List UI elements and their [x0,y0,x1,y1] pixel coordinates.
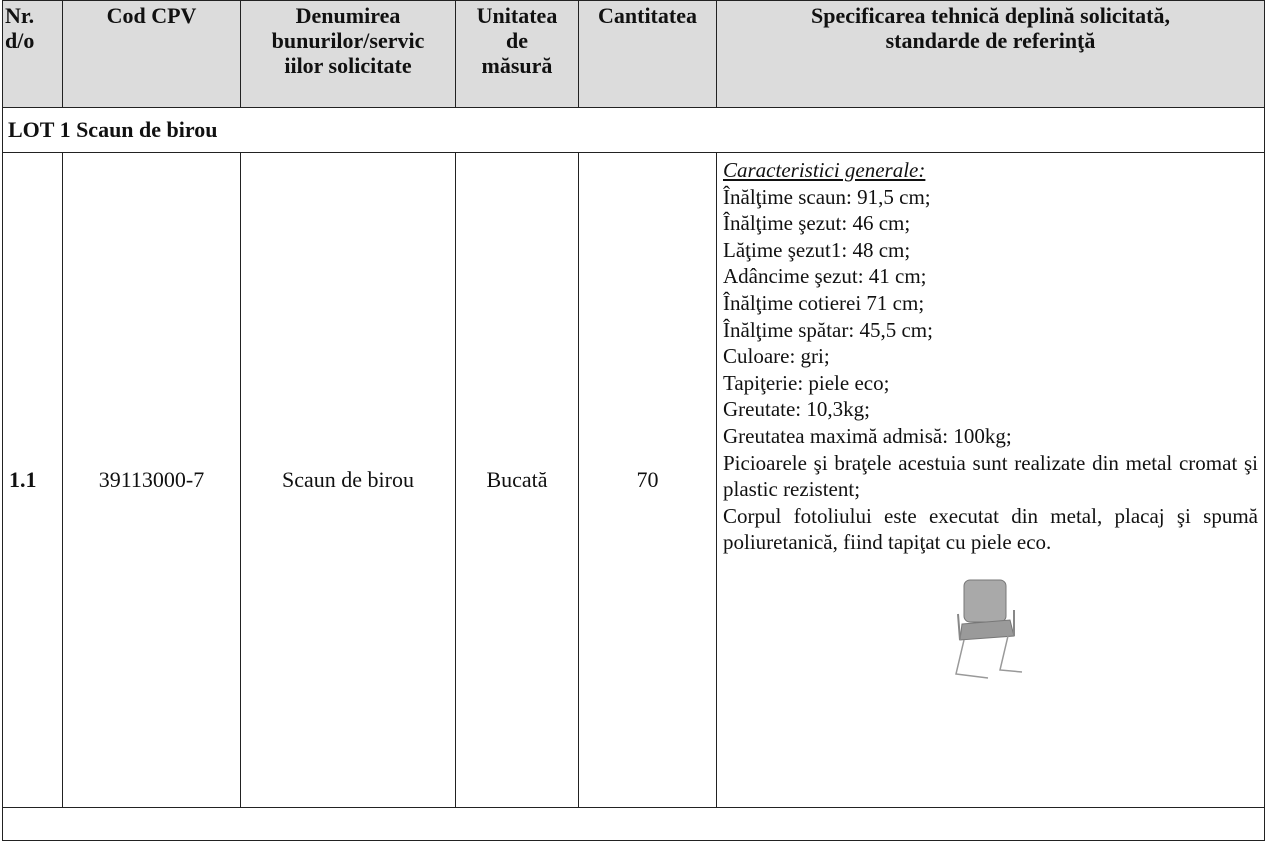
cpv-code: 39113000-7 [62,152,241,808]
header-text: Specificarea tehnică deplină solicitată, [811,3,1170,28]
footer-text [2,807,1265,841]
header-text: Denumirea [295,3,401,28]
spec-line: Înălţime cotierei 71 cm; [723,290,925,315]
spec-line: Corpul fotoliului este executat din meta… [723,503,1258,555]
header-cell: Nr. d/o [2,0,63,108]
spec-line: Înălţime spătar: 45,5 cm; [723,317,933,342]
header-row: Nr. d/o Cod CPV Denumirea bunurilor/servic… [2,0,1265,108]
item-row: 1.1 39113000-7 Scaun de birou Bucată 70 … [2,152,1265,808]
header-text: măsură [481,53,553,78]
chair-image [955,579,1023,679]
spec-line: Înălţime scaun: 91,5 cm; [723,184,931,209]
unit: Bucată [455,152,579,808]
header-text: iilor solicitate [284,53,412,78]
header-text: Cod CPV [106,3,197,28]
spec-line: Picioarele şi braţele acestuia sunt real… [723,450,1258,502]
header-text: standarde de referinţă [885,28,1096,53]
quantity: 70 [578,152,717,808]
footer-row [2,807,1265,841]
header-text: Nr. [5,3,35,28]
spec-line: Înălţime şezut: 46 cm; [723,211,911,236]
header-cell: Unitatea de măsură [455,0,579,108]
spec-heading: Caracteristici generale: [723,158,926,182]
header-cell: Specificarea tehnică deplină solicitată,… [716,0,1265,108]
lot-title: LOT 1 Scaun de birou [2,107,1265,153]
spec-line: Lăţime şezut1: 48 cm; [723,237,911,262]
header-text: Unitatea [476,3,558,28]
spec-line: Greutate: 10,3kg; [723,397,870,422]
item-name: Scaun de birou [240,152,456,808]
header-cell: Cod CPV [62,0,241,108]
spec-line: Tapiţerie: piele eco; [723,370,890,395]
header-text: bunurilor/servic [271,28,425,53]
header-text: de [506,28,528,53]
header-text: d/o [5,28,35,53]
lot-row: LOT 1 Scaun de birou [2,107,1265,153]
spec-line: Culoare: gri; [723,344,830,369]
header-cell: Denumirea bunurilor/servic iilor solicitat… [240,0,456,108]
header-text: Cantitatea [598,3,697,28]
header-cell: Cantitatea [578,0,717,108]
spec-cell: Caracteristici generale: Înălţime scaun:… [716,152,1265,808]
spec-line: Greutatea maximă admisă: 100kg; [723,423,1012,448]
spec-line: Adâncime şezut: 41 cm; [723,264,927,289]
item-number: 1.1 [2,152,63,808]
